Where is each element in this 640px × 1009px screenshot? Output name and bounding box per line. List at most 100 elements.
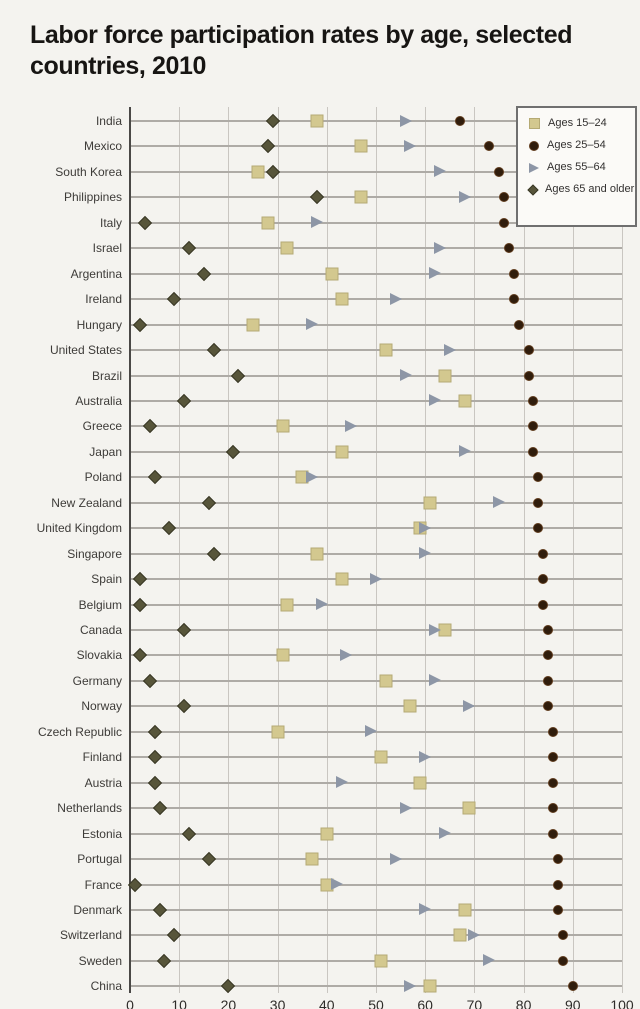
circle-marker <box>548 752 559 763</box>
square-marker <box>413 776 427 790</box>
country-label: Australia <box>75 393 122 408</box>
v-gridline <box>376 107 377 993</box>
legend-label: Ages 15–24 <box>548 117 607 129</box>
circle-marker <box>454 116 465 126</box>
country-label: United States <box>49 343 122 358</box>
row-line <box>130 501 622 504</box>
row-line <box>130 807 622 810</box>
triangle-marker <box>310 216 323 229</box>
y-axis-line <box>129 107 131 993</box>
v-gridline <box>572 107 574 993</box>
triangle-marker <box>306 318 319 331</box>
country-label: Sweden <box>78 953 122 968</box>
diamond-marker <box>181 826 197 841</box>
circle-marker <box>513 319 524 330</box>
circle-marker <box>548 726 559 737</box>
diamond-marker <box>260 139 275 154</box>
square-marker <box>453 928 467 942</box>
country-label: New Zealand <box>51 495 122 510</box>
square-marker <box>354 190 368 204</box>
circle-marker <box>528 446 539 457</box>
x-axis-tick-label: 10 <box>171 997 187 1009</box>
diamond-marker <box>132 648 147 663</box>
square-marker <box>246 318 260 332</box>
square-marker <box>280 241 294 255</box>
triangle-marker <box>438 827 451 840</box>
circle-marker <box>508 294 519 305</box>
legend-item-ages-65-older: Ages 65 and older <box>527 183 635 196</box>
country-label: Slovakia <box>76 648 122 663</box>
row-line <box>130 221 622 224</box>
x-axis-tick-label: 30 <box>269 997 286 1009</box>
square-marker <box>403 699 417 713</box>
square-marker <box>374 750 388 764</box>
row-line <box>130 425 622 428</box>
triangle-marker <box>463 699 476 712</box>
square-marker <box>320 827 334 841</box>
circle-marker <box>548 828 559 839</box>
triangle-marker <box>493 496 505 509</box>
circle-marker <box>523 370 534 381</box>
square-marker <box>280 598 294 612</box>
diamond-marker <box>201 495 216 510</box>
ages-25-54-circle-icon <box>529 140 539 151</box>
country-label: Mexico <box>83 139 122 154</box>
country-label: Argentina <box>70 266 122 281</box>
country-label: Austria <box>84 775 122 790</box>
country-label: Canada <box>79 623 122 637</box>
v-gridline <box>228 107 230 993</box>
country-label: Portugal <box>77 852 122 867</box>
triangle-marker <box>433 241 446 254</box>
row-line <box>130 272 622 275</box>
legend-label: Ages 55–64 <box>547 161 606 173</box>
legend: Ages 15–24 Ages 25–54 Ages 55–64 Ages 65… <box>516 106 637 227</box>
circle-marker <box>567 981 578 992</box>
diamond-marker <box>181 241 197 256</box>
circle-marker <box>548 777 559 788</box>
circle-marker <box>553 854 564 865</box>
circle-marker <box>533 497 544 508</box>
legend-item-ages-55-64: Ages 55–64 <box>529 161 635 174</box>
row-line <box>130 170 622 173</box>
triangle-marker <box>340 648 353 661</box>
x-axis-tick-label: 40 <box>319 997 335 1009</box>
diamond-marker <box>196 266 211 281</box>
triangle-marker <box>404 979 417 992</box>
triangle-marker <box>443 343 456 356</box>
row-line <box>130 679 622 682</box>
legend-label: Ages 25–54 <box>547 139 606 151</box>
x-axis-tick-label: 100 <box>610 997 634 1009</box>
country-label: Denmark <box>73 902 122 917</box>
circle-marker <box>508 268 519 279</box>
diamond-marker <box>147 775 162 790</box>
triangle-marker <box>335 776 348 789</box>
diamond-marker <box>157 953 172 968</box>
chart-title-line1: Labor force participation rates by age, … <box>30 21 573 49</box>
country-label: Spain <box>91 572 122 587</box>
row-line <box>130 527 622 530</box>
triangle-marker <box>433 165 446 178</box>
row-line <box>130 552 622 555</box>
diamond-marker <box>231 368 246 383</box>
v-gridline <box>523 107 525 993</box>
v-gridline <box>474 107 476 993</box>
row-line <box>130 654 622 657</box>
circle-marker <box>538 574 549 585</box>
country-label: Belgium <box>78 597 122 612</box>
v-gridline <box>622 107 623 993</box>
country-label: Switzerland <box>59 928 122 943</box>
country-label: Hungary <box>76 317 122 332</box>
circle-marker <box>484 141 495 152</box>
diamond-marker <box>147 724 162 739</box>
circle-marker <box>548 803 559 814</box>
country-label: South Korea <box>55 164 122 179</box>
circle-marker <box>553 904 564 915</box>
ages-65-older-diamond-icon <box>527 184 539 196</box>
legend-item-ages-15-24: Ages 15–24 <box>529 117 635 130</box>
country-label: Ireland <box>85 292 122 307</box>
v-gridline <box>179 107 181 993</box>
country-label: Japan <box>89 444 122 459</box>
row-line <box>130 349 622 352</box>
x-axis-tick-label: 0 <box>126 997 134 1009</box>
square-marker <box>335 572 349 586</box>
